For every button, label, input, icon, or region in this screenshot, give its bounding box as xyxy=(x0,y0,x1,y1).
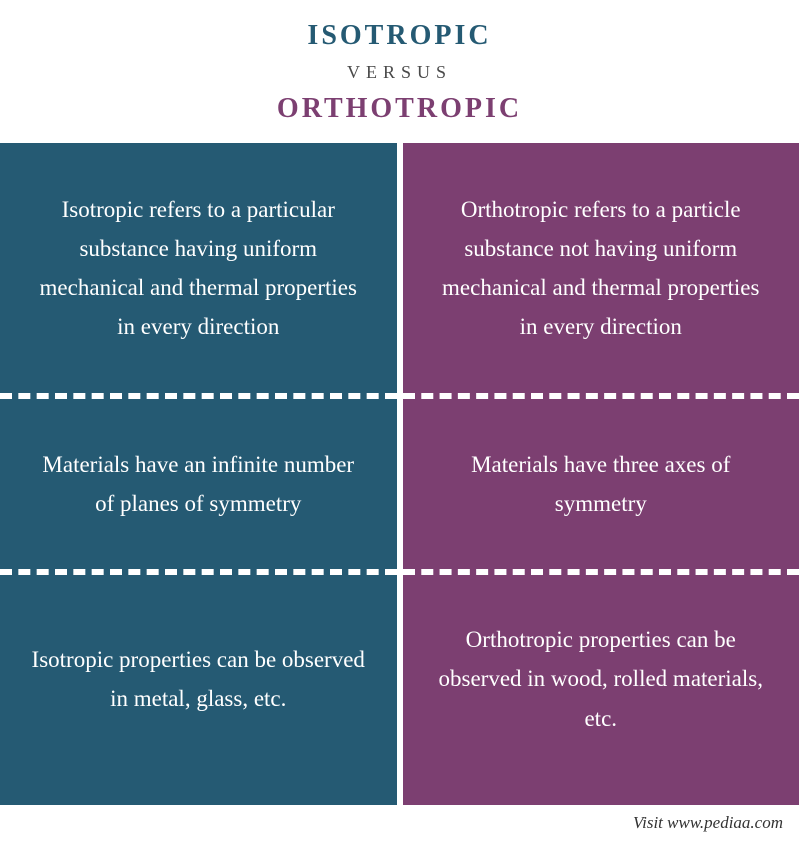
left-column: Isotropic refers to a particular substan… xyxy=(0,143,397,805)
left-cell-examples: Isotropic properties can be observed in … xyxy=(0,575,397,783)
header: ISOTROPIC VERSUS ORTHOTROPIC xyxy=(0,0,799,143)
footer-credit: Visit www.pediaa.com xyxy=(0,805,799,841)
comparison-grid: Isotropic refers to a particular substan… xyxy=(0,143,799,805)
right-cell-definition: Orthotropic refers to a particle substan… xyxy=(403,143,799,393)
right-column: Orthotropic refers to a particle substan… xyxy=(403,143,799,805)
versus-label: VERSUS xyxy=(0,62,799,83)
title-left-term: ISOTROPIC xyxy=(0,20,799,52)
title-right-term: ORTHOTROPIC xyxy=(0,93,799,125)
right-cell-symmetry: Materials have three axes of symmetry xyxy=(403,399,799,569)
left-cell-definition: Isotropic refers to a particular substan… xyxy=(0,143,397,393)
right-cell-examples: Orthotropic properties can be observed i… xyxy=(403,575,799,783)
comparison-infographic: ISOTROPIC VERSUS ORTHOTROPIC Isotropic r… xyxy=(0,0,799,841)
left-cell-symmetry: Materials have an infinite number of pla… xyxy=(0,399,397,569)
